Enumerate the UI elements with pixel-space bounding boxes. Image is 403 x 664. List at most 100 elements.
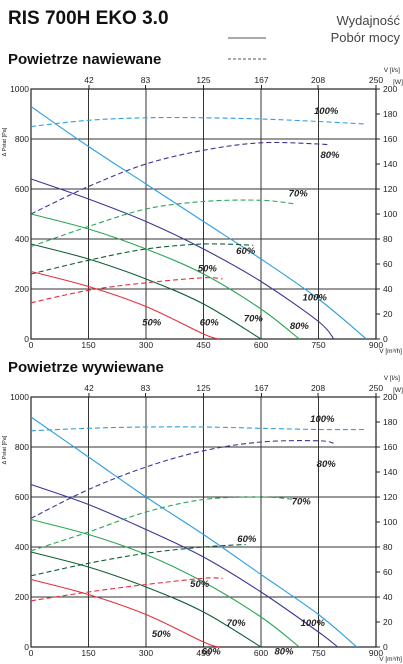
y-axis-tick-label: 0 [24,642,29,652]
series-group [30,106,367,340]
x-axis-label: V [m³/h] [379,348,402,355]
top-axis-tick-label: 208 [311,75,325,85]
y2-axis-tick-label: 200 [383,84,397,94]
y-axis-label: Δ Pstat [Pa] [2,435,8,464]
curve-label: 50% [152,629,172,640]
top-axis-label: V [l/s] [384,67,400,74]
legend: Wydajność Pobór mocy [228,13,401,60]
chart-title-exhaust: Powietrze wywiewane [8,359,164,376]
y2-axis-tick-label: 140 [383,467,397,477]
x-axis-tick-label: 750 [311,648,325,658]
curve-label: 60% [202,647,222,658]
curve-label: 100% [303,292,328,303]
top-axis-tick-label: 167 [254,383,268,393]
power-curve-50pct [30,577,223,602]
top-axis-tick-label: 208 [311,383,325,393]
y2-axis-tick-label: 40 [383,592,393,602]
y-axis-label: Δ Pstat [Pa] [2,127,8,156]
y2-axis: 0 20 40 60 80 100 120 140 160 180 200[W] [376,79,403,344]
curve-label: 70% [227,618,247,629]
y-axis-tick-label: 400 [15,234,29,244]
pressure-curve-60pct [30,551,262,648]
series-group [30,416,365,648]
y2-axis-tick-label: 0 [383,334,388,344]
power-curve-70pct [30,496,296,552]
curve-label: 100% [310,414,335,425]
y-axis-tick-label: 1000 [10,84,29,94]
legend-power-label: Pobór mocy [331,30,401,45]
x-axis-tick-label: 900 [369,648,383,658]
top-axis-tick-label: 250 [369,75,383,85]
curve-label: 70% [292,497,312,508]
x-axis-tick-label: 750 [311,340,325,350]
curve-label: 60% [236,246,256,257]
y2-axis-label: [W] [393,387,403,394]
x-axis-tick-label: 300 [139,648,153,658]
y2-axis-tick-label: 60 [383,567,393,577]
annotations: 100% 80% 70% 60% 50% 100% 80% 70% 60% 50% [142,106,340,332]
y2-axis-tick-label: 180 [383,109,397,119]
y2-axis-tick-label: 120 [383,492,397,502]
top-axis-tick-label: 42 [84,75,94,85]
y2-axis-tick-label: 140 [383,159,397,169]
pressure-curve-50pct [30,578,219,648]
y2-axis-tick-label: 180 [383,417,397,427]
pressure-curve-100pct [30,106,367,340]
pressure-curve-60pct [30,243,262,340]
y-axis-tick-label: 200 [15,592,29,602]
x-axis-tick-label: 900 [369,340,383,350]
curve-label: 70% [289,189,309,200]
x-axis-tick-label: 600 [254,648,268,658]
curve-label: 50% [198,264,218,275]
y2-axis-label: [W] [393,79,403,86]
y-axis-tick-label: 800 [15,442,29,452]
y-axis-tick-label: 600 [15,184,29,194]
power-curve-80pct [30,440,334,519]
x-axis-tick-label: 450 [196,648,210,658]
y-axis-tick-label: 600 [15,492,29,502]
curve-label: 80% [274,647,294,658]
y2-axis-tick-label: 100 [383,517,397,527]
x-axis-tick-label: 150 [81,648,95,658]
y-axis-tick-label: 1000 [10,392,29,402]
y2-axis-tick-label: 20 [383,617,393,627]
y2-axis-tick-label: 200 [383,392,397,402]
page-title: RIS 700H EKO 3.0 [8,8,169,29]
curve-label: 100% [314,106,339,117]
x-axis-tick-label: 600 [254,340,268,350]
curve-label: 60% [237,534,257,545]
curve-label: 80% [290,321,310,332]
pressure-curve-80pct [30,483,339,648]
top-axis-tick-label: 250 [369,383,383,393]
y-axis: 0 200 400 600 800 1000 Δ Pstat [Pa] [2,392,29,652]
curve-label: 80% [317,459,337,470]
y2-axis-tick-label: 40 [383,284,393,294]
y2-axis: 0 20 40 60 80 100 120 140 160 180 200[W] [376,387,403,652]
y2-axis-tick-label: 80 [383,234,393,244]
power-curve-50pct [30,277,223,304]
x-axis-tick-label: 0 [29,340,34,350]
curve-label: 80% [320,150,340,161]
pressure-curve-100pct [30,416,358,648]
y2-axis-tick-label: 60 [383,259,393,269]
power-curve-100pct [30,426,365,432]
y2-axis-tick-label: 0 [383,642,388,652]
legend-efficiency-label: Wydajność [337,13,401,28]
pressure-curve-80pct [30,178,335,340]
y2-axis-tick-label: 120 [383,184,397,194]
y2-axis-tick-label: 80 [383,542,393,552]
power-curve-100pct [30,116,365,128]
y2-axis-tick-label: 100 [383,209,397,219]
chart-title-supply: Powietrze nawiewane [8,51,162,68]
grid [31,89,376,339]
top-axis-tick-label: 125 [196,75,210,85]
y2-axis-tick-label: 160 [383,442,397,452]
grid [31,397,376,647]
y-axis-tick-label: 800 [15,134,29,144]
y-axis-tick-label: 200 [15,284,29,294]
